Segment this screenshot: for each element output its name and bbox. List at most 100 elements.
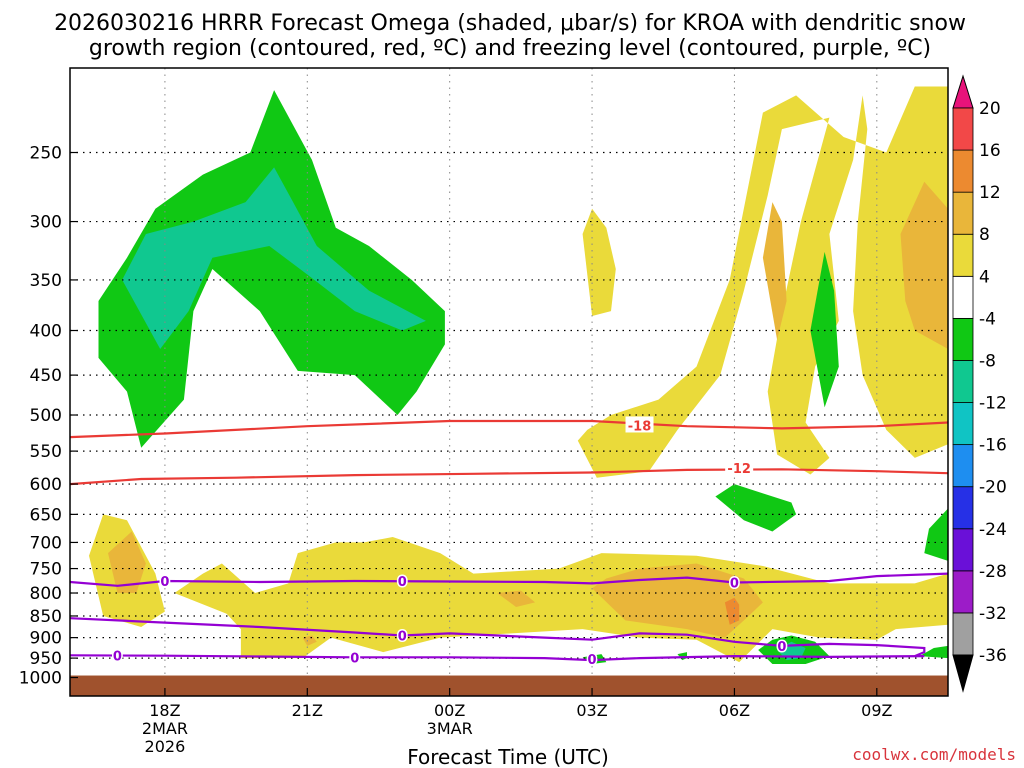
colorbar-label--24: -24 [979, 520, 1007, 540]
colorbar-label-8: 8 [979, 225, 990, 245]
colorbar-segment [952, 107, 974, 151]
colorbar-segment [952, 444, 974, 488]
plot-frame [69, 67, 949, 697]
colorbar-label-20: 20 [979, 99, 1001, 119]
omega-region-low-red-0600 [724, 597, 740, 625]
colorbar-bottom-arrow [952, 654, 974, 693]
y-tick-label-750: 750 [30, 560, 62, 580]
colorbar-label--36: -36 [979, 646, 1007, 666]
freezing-contour-label: 0 [350, 651, 359, 666]
omega-region-yellow-column-05z [577, 86, 948, 478]
omega-region-green-cell-0630 [715, 484, 797, 532]
freezing-contour-0 [70, 572, 948, 587]
colorbar-top-arrow [952, 74, 974, 109]
freezing-contour-label: 0 [160, 575, 169, 590]
temp-contour-1 [70, 468, 948, 486]
x-tick-label-33: 09Z [861, 701, 892, 720]
colorbar-segment [952, 360, 974, 403]
freezing-contour-label: 0 [113, 649, 122, 664]
omega-shading [89, 86, 948, 664]
y-tick-label-600: 600 [30, 475, 62, 495]
omega-region-low-orange-dot [302, 635, 317, 646]
temp-contour-label-bg [625, 416, 654, 433]
colorbar-label--16: -16 [979, 436, 1007, 456]
x-tick-label-18: 18Z [149, 701, 180, 720]
omega-region-yellow-column-03z [582, 208, 616, 316]
omega-region-low-orange-small [497, 590, 536, 607]
x-tick-sublabel-date: 3MAR [427, 719, 473, 738]
freezing-contour-2 [70, 654, 925, 662]
y-tick-label-300: 300 [30, 213, 62, 233]
colorbar-label--20: -20 [979, 478, 1007, 498]
y-tick-label-850: 850 [30, 607, 62, 627]
colorbar: -36 -32 -28 -24 -20 -16 -12 -8 -4 4 8 12 16 20 [952, 74, 1007, 693]
freezing-contour-label: 0 [588, 653, 597, 668]
plot-area: -18 -12 0 0 0 0 0 0 0 0 250 300 350 400 450 500 550 600 65… [19, 67, 949, 756]
x-tick-label-21: 21Z [292, 701, 323, 720]
omega-region-upper-green [98, 90, 445, 448]
colorbar-label--4: -4 [979, 309, 996, 329]
y-tick-label-550: 550 [30, 442, 62, 462]
omega-region-orange-streak-0630 [762, 202, 787, 340]
freezing-contour-1 [70, 617, 926, 658]
colorbar-segment [952, 149, 974, 193]
omega-region-low-orange-left [108, 531, 146, 593]
colorbar-label--32: -32 [979, 604, 1007, 624]
omega-region-green-cell-0730 [810, 251, 839, 408]
colorbar-label-12: 12 [979, 183, 1001, 203]
title-line-1: 2026030216 HRRR Forecast Omega (shaded, … [54, 11, 966, 36]
site-credit[interactable]: coolwx.com/models [852, 745, 1016, 764]
title-line-2: growth region (contoured, red, ºC) and f… [89, 36, 931, 61]
colorbar-label--8: -8 [979, 351, 996, 371]
colorbar-segment [952, 612, 974, 656]
omega-region-upper-teal [122, 167, 426, 349]
colorbar-segment [952, 486, 974, 530]
y-tick-label-900: 900 [30, 629, 62, 649]
colorbar-label--12: -12 [979, 394, 1007, 414]
axes: 2503003504004505005506006507007508008509… [19, 144, 893, 756]
y-tick-label-450: 450 [30, 366, 62, 386]
temp-contour-0 [70, 419, 948, 439]
title-block: 2026030216 HRRR Forecast Omega (shaded, … [54, 11, 966, 61]
x-tick-label-24: 00Z [434, 701, 465, 720]
y-tick-label-250: 250 [30, 144, 62, 164]
colorbar-segment [952, 402, 974, 446]
colorbar-segment [952, 275, 974, 319]
freezing-contour-label: 0 [730, 576, 739, 591]
temp-contour-label: -18 [628, 419, 652, 434]
y-tick-label-650: 650 [30, 505, 62, 525]
y-tick-label-1000: 1000 [19, 669, 62, 689]
ground-band [70, 675, 948, 696]
colorbar-segment [952, 570, 974, 614]
x-tick-sublabel-year: 2026 [145, 737, 186, 756]
freezing-contour-label: 0 [777, 640, 786, 655]
temp-contour-label-bg [725, 458, 754, 475]
x-tick-sublabel-date: 2MAR [142, 719, 188, 738]
y-tick-label-500: 500 [30, 406, 62, 426]
freezing-contour-label: 0 [398, 630, 407, 645]
omega-region-low-green-0945 [919, 645, 948, 659]
colorbar-label-16: 16 [979, 141, 1001, 161]
colorbar-label--28: -28 [979, 562, 1007, 582]
colorbar-segment [952, 191, 974, 235]
x-tick-label-30: 06Z [719, 701, 750, 720]
x-axis-title: Forecast Time (UTC) [407, 745, 609, 768]
y-tick-label-700: 700 [30, 533, 62, 553]
x-tick-label-27: 03Z [576, 701, 607, 720]
y-tick-label-350: 350 [30, 271, 62, 291]
colorbar-segment [952, 528, 974, 572]
y-tick-label-400: 400 [30, 322, 62, 342]
colorbar-segment [952, 233, 974, 277]
omega-region-low-yellow-main [174, 537, 948, 663]
y-tick-label-800: 800 [30, 584, 62, 604]
colorbar-segment [952, 317, 974, 361]
grid-lines [70, 68, 948, 696]
omega-region-green-right-edge [924, 508, 948, 561]
omega-region-orange-upper-right [900, 181, 948, 349]
freezing-contour-label: 0 [398, 575, 407, 590]
contours: -18 -12 0 0 0 0 0 0 0 0 [70, 416, 948, 669]
y-tick-label-950: 950 [30, 649, 62, 669]
colorbar-label-4: 4 [979, 267, 990, 287]
temp-contour-label: -12 [727, 462, 751, 477]
